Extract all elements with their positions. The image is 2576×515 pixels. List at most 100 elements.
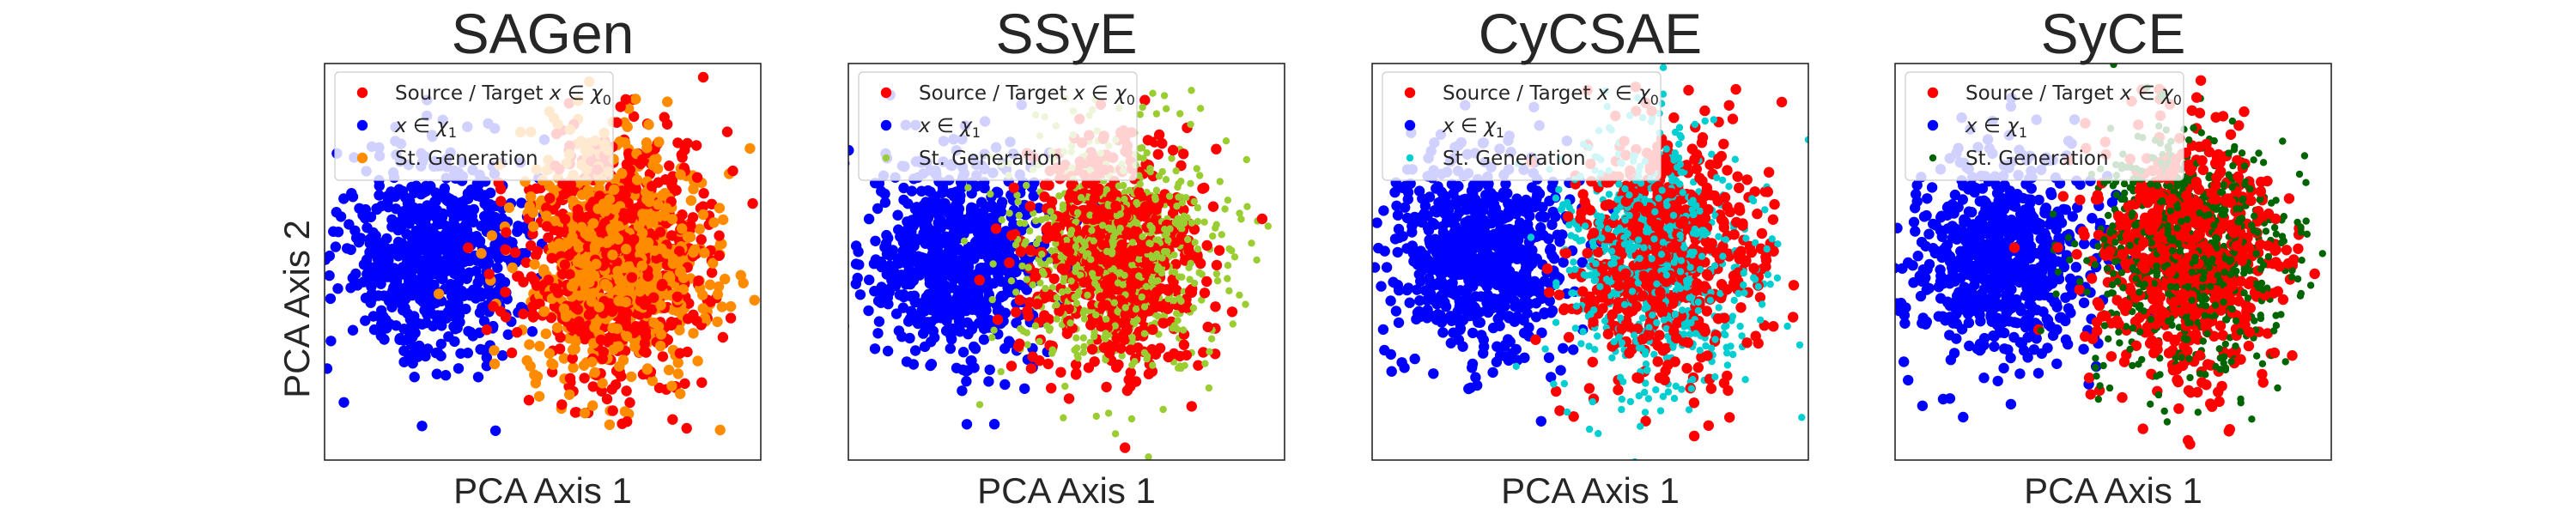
point-source-target (1006, 230, 1018, 241)
point-source-target (1097, 300, 1109, 312)
point-generation (1066, 230, 1075, 238)
point-source-target (500, 244, 511, 255)
point-chi1 (981, 215, 993, 227)
point-chi1 (920, 197, 932, 208)
point-chi1 (1445, 337, 1457, 348)
point-generation (600, 205, 611, 217)
point-chi1 (872, 295, 884, 306)
point-chi1 (957, 347, 969, 358)
axes-frame (848, 63, 1285, 461)
point-generation (1152, 236, 1160, 244)
point-chi1 (386, 301, 398, 312)
point-chi1 (1440, 256, 1451, 268)
point-generation (1099, 221, 1107, 229)
point-chi1 (381, 243, 392, 254)
point-chi1 (422, 343, 434, 354)
point-source-target (1014, 294, 1025, 306)
point-chi1 (1372, 262, 1381, 273)
point-source-target (1121, 227, 1133, 238)
point-source-target (1135, 191, 1146, 202)
point-generation (582, 185, 594, 196)
point-generation (1152, 186, 1161, 194)
point-source-target (1096, 292, 1107, 303)
point-generation (1181, 361, 1188, 369)
point-generation (1174, 317, 1182, 324)
point-generation (544, 180, 556, 191)
point-source-target (527, 309, 538, 320)
point-generation (1066, 319, 1074, 327)
point-generation (1036, 279, 1044, 287)
point-source-target (681, 422, 692, 434)
point-generation (1075, 288, 1083, 296)
legend-box (334, 71, 614, 181)
point-generation (1110, 299, 1119, 306)
legend-label: St. Generation (919, 148, 1062, 170)
point-generation (1183, 214, 1191, 221)
point-chi1 (1393, 317, 1405, 329)
point-source-target (559, 259, 571, 270)
point-chi1 (963, 261, 975, 272)
point-source-target (523, 395, 535, 406)
point-chi1 (428, 279, 440, 291)
point-chi1 (1440, 301, 1452, 312)
point-source-target (1106, 273, 1118, 284)
point-generation (674, 266, 686, 278)
point-generation (697, 209, 709, 221)
point-generation (1191, 239, 1199, 246)
point-chi1 (884, 260, 896, 271)
point-generation (1157, 269, 1166, 277)
point-chi1 (940, 280, 951, 292)
point-generation (713, 281, 725, 293)
point-generation (1237, 215, 1245, 223)
point-generation (1102, 335, 1109, 342)
point-chi1 (902, 216, 913, 227)
point-chi1 (864, 274, 875, 286)
point-generation (1116, 224, 1124, 233)
point-chi1 (1469, 218, 1480, 229)
point-generation (614, 360, 625, 372)
point-generation (1023, 276, 1031, 283)
point-chi1 (925, 336, 937, 348)
point-generation (1196, 172, 1204, 179)
point-chi1 (916, 185, 927, 197)
point-source-target (1125, 278, 1137, 289)
point-generation (1060, 277, 1067, 286)
point-source-target (1034, 355, 1045, 367)
point-chi1 (868, 258, 880, 270)
point-chi1 (417, 296, 428, 307)
point-chi1 (1467, 327, 1479, 339)
point-source-target (1055, 367, 1066, 378)
point-chi1 (474, 307, 486, 318)
point-source-target (640, 325, 652, 337)
point-chi1 (1511, 203, 1522, 214)
point-generation (532, 371, 544, 382)
point-source-target (564, 269, 575, 280)
point-generation (1138, 293, 1145, 301)
point-chi1 (476, 221, 487, 232)
point-source-target (520, 257, 532, 269)
point-chi1 (818, 312, 829, 322)
point-chi1 (445, 251, 456, 263)
point-chi1 (960, 279, 971, 291)
point-source-target (1083, 362, 1095, 373)
point-generation (1143, 148, 1151, 157)
point-source-target (642, 270, 653, 282)
point-generation (1053, 294, 1061, 301)
point-source-target (1051, 221, 1062, 233)
point-chi1 (374, 276, 385, 287)
point-generation (1188, 87, 1195, 94)
point-generation (1111, 430, 1120, 438)
point-generation (507, 262, 518, 274)
point-generation (568, 195, 579, 207)
legend-label: Source / Target x ∈ χ0 (395, 82, 611, 108)
point-chi1 (473, 179, 484, 190)
point-chi1 (958, 228, 969, 239)
point-generation (1139, 233, 1146, 240)
point-generation (1032, 239, 1041, 247)
point-generation (526, 191, 537, 203)
point-chi1 (1487, 322, 1499, 334)
point-chi1 (1419, 251, 1431, 262)
point-generation (1146, 165, 1154, 173)
point-source-target (1123, 374, 1134, 385)
point-generation (1103, 315, 1110, 324)
